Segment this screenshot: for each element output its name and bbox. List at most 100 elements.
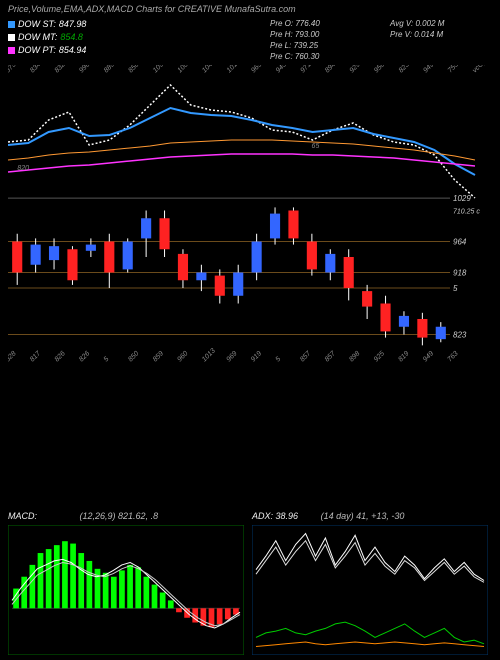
candlestick-panel: 10299649185823710.25 close82881782682658…	[8, 195, 480, 365]
legend-swatch	[8, 34, 15, 41]
macd-hist-bar	[78, 553, 84, 608]
price-info-left: Pre O: 776.40Pre H: 793.00Pre L: 739.25P…	[270, 18, 320, 62]
candle-body	[325, 254, 335, 273]
svg-text:823: 823	[398, 65, 411, 74]
candle-body	[49, 246, 59, 260]
legend-label: DOW MT:	[18, 31, 57, 44]
macd-hist-bar	[168, 600, 174, 608]
info-row: Pre O: 776.40	[270, 18, 320, 29]
svg-text:918: 918	[453, 269, 467, 278]
svg-text:1014: 1014	[226, 65, 242, 74]
candle-body	[104, 242, 114, 273]
macd-hist-bar	[103, 573, 109, 609]
adx-line	[256, 541, 484, 583]
svg-text:950: 950	[373, 65, 386, 74]
info-row: Pre H: 793.00	[270, 29, 320, 40]
svg-text:65: 65	[312, 143, 320, 150]
candle-body	[288, 211, 298, 239]
svg-text:1049: 1049	[201, 65, 217, 74]
macd-hist-bar	[62, 541, 68, 608]
adx-label: ADX: 38.96 (14 day) 41, +13, -30	[252, 511, 404, 521]
svg-text:1029: 1029	[453, 195, 471, 203]
svg-text:949: 949	[422, 350, 435, 363]
legend-swatch	[8, 21, 15, 28]
svg-text:850: 850	[127, 350, 140, 363]
macd-hist-bar	[46, 549, 52, 608]
svg-text:965: 965	[250, 65, 263, 74]
macd-hist-bar	[54, 545, 60, 608]
svg-text:1013: 1013	[201, 347, 217, 363]
svg-text:894: 894	[324, 65, 337, 74]
svg-text:vcOpen: vcOpen	[471, 65, 493, 74]
candle-body	[12, 242, 22, 273]
candle-body	[252, 242, 262, 273]
candle-body	[123, 242, 133, 270]
adx-value: 38.96	[276, 511, 299, 521]
chart-container: Price,Volume,EMA,ADX,MACD Charts for CRE…	[0, 0, 500, 660]
svg-text:820: 820	[17, 165, 29, 172]
candle-body	[159, 218, 169, 249]
macd-panel	[8, 525, 244, 655]
svg-text:964: 964	[453, 238, 467, 247]
svg-text:1098: 1098	[152, 65, 168, 74]
svg-text:996: 996	[78, 65, 91, 74]
candle-body	[67, 249, 77, 280]
info-row: Pre V: 0.014 M	[390, 29, 444, 40]
legend: DOW ST:847.98DOW MT:854.8DOW PT:854.94	[8, 18, 86, 57]
candle-body	[417, 319, 427, 338]
svg-text:5: 5	[103, 356, 111, 364]
candle-body	[436, 327, 446, 339]
candle-body	[380, 304, 390, 332]
legend-value: 847.98	[59, 18, 87, 31]
svg-text:949: 949	[422, 65, 435, 74]
adx-title: ADX:	[252, 511, 273, 521]
candle-body	[31, 245, 41, 265]
svg-text:5: 5	[275, 356, 283, 364]
ema-line	[8, 154, 475, 172]
macd-hist-bar	[87, 561, 93, 608]
macd-hist-bar	[160, 593, 166, 609]
adx-line	[256, 534, 484, 581]
svg-text:828: 828	[8, 350, 18, 363]
price-info-right: Avg V: 0.002 MPre V: 0.014 M	[390, 18, 444, 40]
svg-text:898: 898	[348, 350, 361, 363]
adx-panel	[252, 525, 488, 655]
macd-hist-bar	[119, 570, 125, 608]
adx-line	[256, 622, 484, 644]
candle-body	[233, 273, 243, 296]
svg-text:817: 817	[29, 349, 43, 363]
candle-body	[215, 276, 225, 296]
svg-text:755: 755	[447, 65, 460, 74]
svg-text:850: 850	[127, 65, 140, 74]
svg-text:5: 5	[453, 284, 458, 293]
macd-params: (12,26,9) 821.62, .8	[80, 511, 159, 521]
svg-text:875: 875	[8, 65, 18, 74]
svg-text:925: 925	[373, 350, 386, 363]
svg-text:919: 919	[250, 350, 263, 363]
svg-text:945: 945	[275, 65, 288, 74]
candle-body	[141, 218, 151, 238]
legend-label: DOW ST:	[18, 18, 56, 31]
svg-text:969: 969	[225, 350, 238, 363]
macd-hist-bar	[127, 565, 133, 608]
svg-text:857: 857	[299, 349, 313, 363]
info-row: Pre C: 760.30	[270, 51, 320, 62]
svg-text:929: 929	[349, 65, 362, 74]
macd-hist-bar	[135, 567, 141, 608]
svg-text:832: 832	[54, 65, 67, 74]
candle-body	[196, 273, 206, 281]
adx-params: (14 day) 41, +13, -30	[321, 511, 405, 521]
candle-body	[362, 291, 372, 307]
svg-text:710.25 close: 710.25 close	[453, 209, 480, 216]
macd-hist-bar	[225, 608, 231, 619]
ema-price-panel: 8758348329968898501098108210491014965945…	[8, 65, 500, 200]
candle-body	[178, 254, 188, 280]
macd-title: MACD:	[8, 511, 37, 521]
svg-text:826: 826	[54, 350, 67, 363]
chart-title: Price,Volume,EMA,ADX,MACD Charts for CRE…	[8, 4, 296, 14]
legend-value: 854.8	[60, 31, 83, 44]
legend-label: DOW PT:	[18, 44, 56, 57]
candle-body	[307, 242, 317, 270]
macd-hist-bar	[176, 608, 182, 612]
info-row: Pre L: 739.25	[270, 40, 320, 51]
